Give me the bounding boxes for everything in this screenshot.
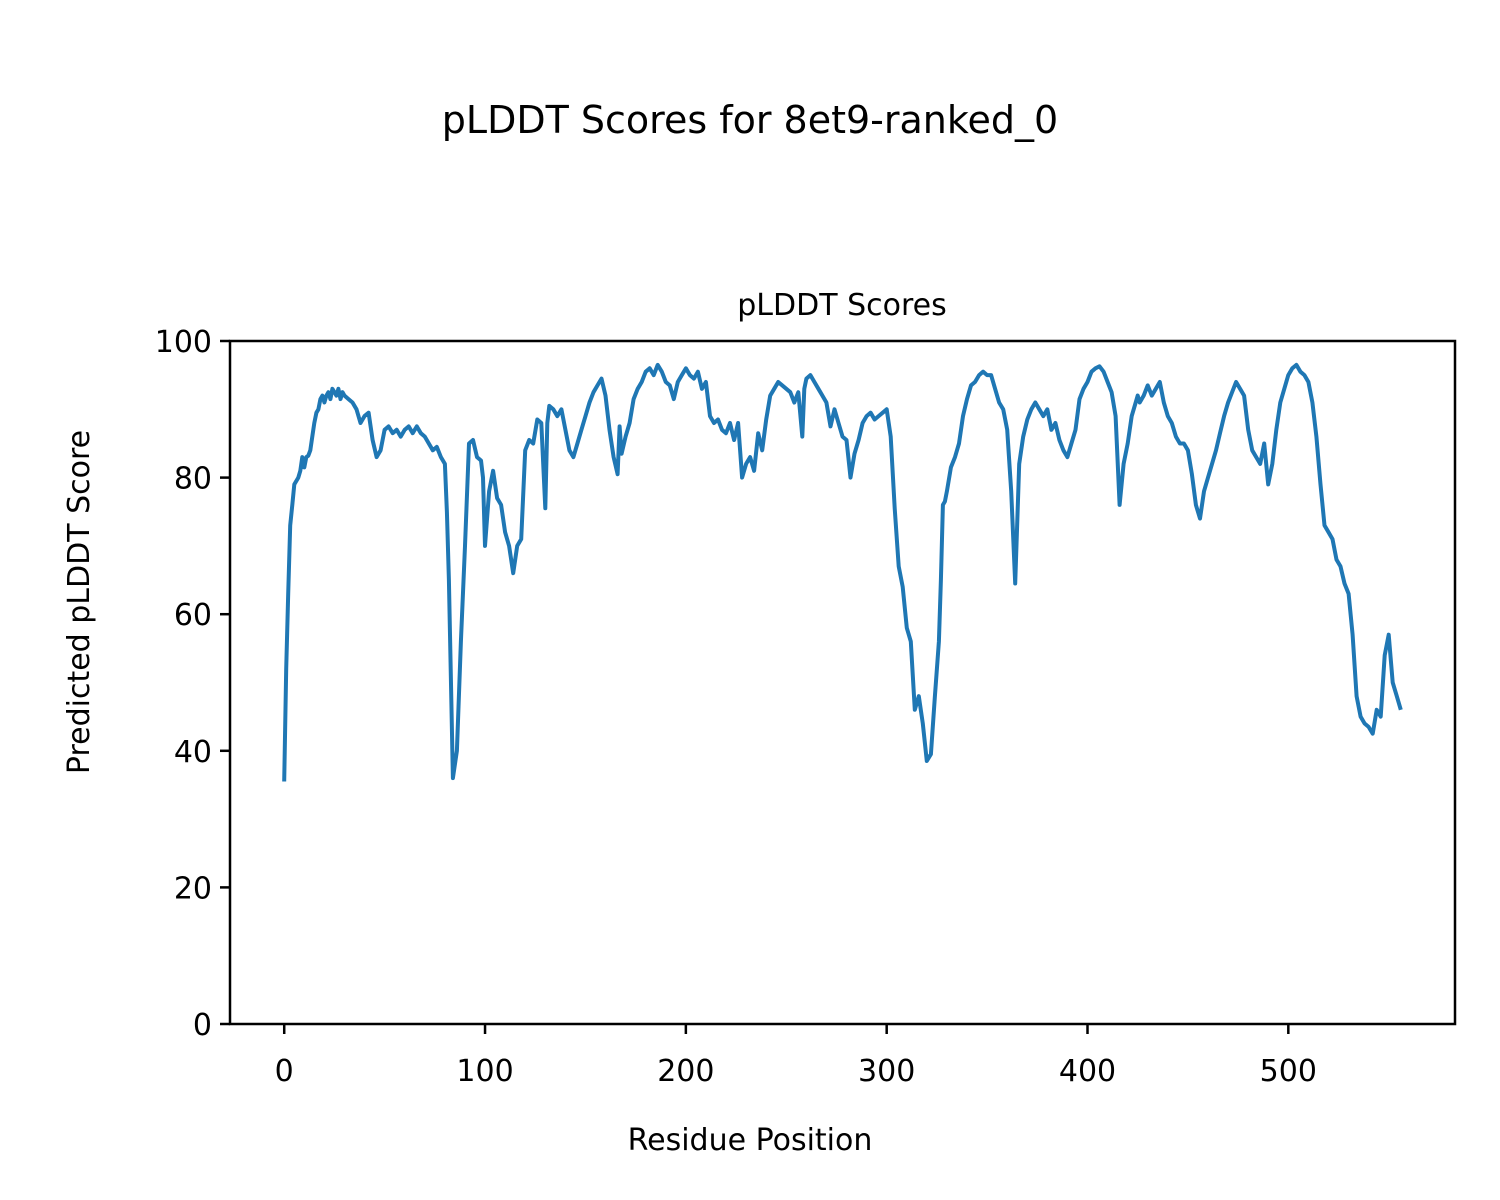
y-tick-label: 60 [174,598,212,633]
x-tick-label: 100 [456,1054,513,1089]
x-axis: 0 100 200 300 400 500 [275,1024,1317,1089]
x-tick-label: 400 [1059,1054,1116,1089]
axes-title: pLDDT Scores [737,288,946,323]
y-axis-label: Predicted pLDDT Score [62,430,97,774]
x-tick-label: 0 [275,1054,294,1089]
y-tick-label: 40 [174,735,212,770]
y-tick-label: 0 [193,1008,212,1043]
x-tick-label: 500 [1260,1054,1317,1089]
figure-title: pLDDT Scores for 8et9-ranked_0 [442,98,1058,142]
y-tick-label: 80 [174,462,212,497]
axes-frame [228,339,1457,1026]
y-tick-label: 20 [174,871,212,906]
series-line-plddt [282,362,1403,782]
y-tick-label: 100 [155,325,212,360]
x-tick-label: 300 [858,1054,915,1089]
x-axis-label: Residue Position [628,1123,873,1158]
x-tick-label: 200 [657,1054,714,1089]
y-axis: 0 20 40 60 80 100 [155,325,230,1043]
